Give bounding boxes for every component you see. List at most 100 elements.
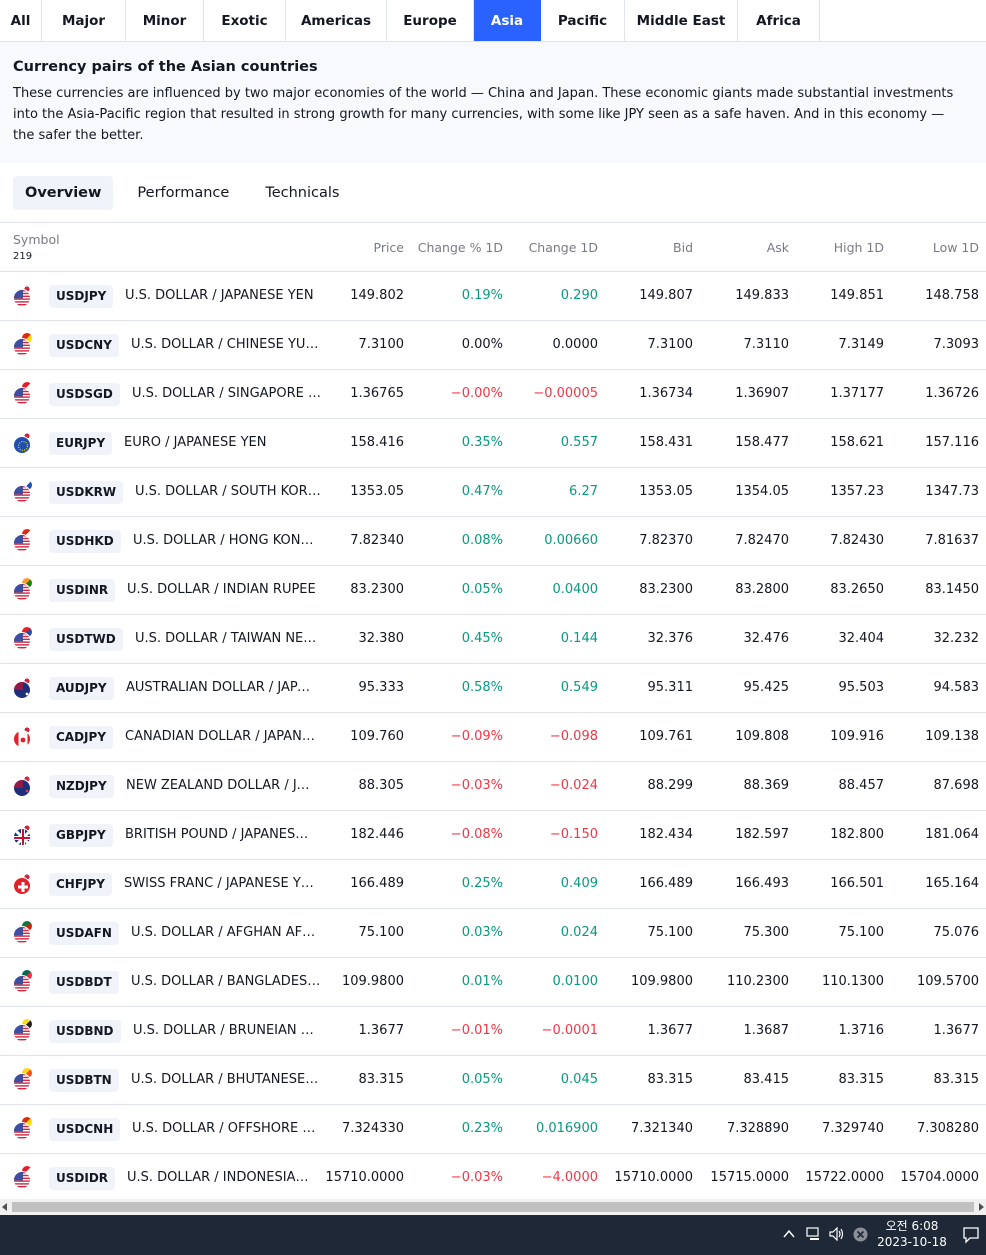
ticker-badge[interactable]: NZDJPY bbox=[49, 775, 114, 798]
scrollbar-thumb[interactable] bbox=[12, 1202, 974, 1212]
low-cell: 94.583 bbox=[933, 680, 980, 695]
low-cell: 1.3677 bbox=[933, 1023, 980, 1038]
network-icon[interactable] bbox=[806, 1227, 822, 1241]
ticker-badge[interactable]: EURJPY bbox=[49, 432, 113, 455]
table-row[interactable]: USDBND U.S. DOLLAR / BRUNEIAN D... 1.3677 −… bbox=[0, 1007, 986, 1056]
ticker-badge[interactable]: USDCNY bbox=[49, 334, 119, 357]
table-row[interactable]: EURJPY EURO / JAPANESE YEN 158.416 0.35% 0.5… bbox=[0, 419, 986, 468]
column-change-pct[interactable]: Change % 1D bbox=[417, 240, 503, 255]
ticker-badge[interactable]: USDCNH bbox=[49, 1118, 121, 1141]
tab-technicals[interactable]: Technicals bbox=[265, 184, 340, 201]
notification-icon[interactable] bbox=[962, 1226, 980, 1244]
region-tab-middle-east[interactable]: Middle East bbox=[625, 0, 738, 41]
column-low[interactable]: Low 1D bbox=[932, 240, 979, 255]
low-cell: 181.064 bbox=[925, 827, 979, 842]
region-tab-americas[interactable]: Americas bbox=[286, 0, 387, 41]
region-tab-asia[interactable]: Asia bbox=[474, 0, 541, 41]
ticker-badge[interactable]: USDBND bbox=[49, 1020, 121, 1043]
region-tab-major[interactable]: Major bbox=[42, 0, 126, 41]
scroll-left-icon[interactable] bbox=[2, 1203, 7, 1211]
high-cell: 75.100 bbox=[838, 925, 885, 940]
column-symbol[interactable]: Symbol bbox=[13, 232, 60, 247]
ask-cell: 149.833 bbox=[735, 288, 789, 303]
change-pct-cell: −0.03% bbox=[450, 1170, 503, 1185]
clock-date: 2023-10-18 bbox=[877, 1235, 947, 1249]
ticker-badge[interactable]: GBPJPY bbox=[49, 824, 113, 847]
ticker-badge[interactable]: AUDJPY bbox=[49, 677, 114, 700]
column-bid[interactable]: Bid bbox=[673, 240, 693, 255]
ticker-badge[interactable]: USDIDR bbox=[49, 1167, 116, 1190]
table-row[interactable]: USDJPY U.S. DOLLAR / JAPANESE YEN 149.802 0… bbox=[0, 272, 986, 321]
ticker-badge[interactable]: CHFJPY bbox=[49, 873, 112, 896]
ask-cell: 83.2800 bbox=[735, 582, 789, 597]
scroll-right-icon[interactable] bbox=[979, 1203, 984, 1211]
table-row[interactable]: USDBDT U.S. DOLLAR / BANGLADESH... 109.980… bbox=[0, 958, 986, 1007]
volume-icon[interactable] bbox=[829, 1227, 845, 1241]
high-cell: 182.800 bbox=[830, 827, 884, 842]
ticker-badge[interactable]: USDKRW bbox=[49, 481, 124, 504]
pair-description: U.S. DOLLAR / INDIAN RUPEE bbox=[127, 582, 316, 597]
table-row[interactable]: USDBTN U.S. DOLLAR / BHUTANESE ... 83.315 0… bbox=[0, 1056, 986, 1105]
region-tab-pacific[interactable]: Pacific bbox=[541, 0, 625, 41]
price-cell: 109.9800 bbox=[341, 974, 404, 989]
chevron-up-icon[interactable] bbox=[783, 1229, 795, 1239]
column-high[interactable]: High 1D bbox=[833, 240, 884, 255]
table-row[interactable]: USDCNH U.S. DOLLAR / OFFSHORE C... 7.32433… bbox=[0, 1105, 986, 1154]
taskbar-clock[interactable]: 오전 6:08 2023-10-18 bbox=[872, 1218, 952, 1250]
high-cell: 158.621 bbox=[830, 435, 884, 450]
change-pct-cell: 0.08% bbox=[461, 533, 503, 548]
price-cell: 7.82340 bbox=[350, 533, 404, 548]
table-row[interactable]: USDTWD U.S. DOLLAR / TAIWAN NEW... 32.380 0… bbox=[0, 615, 986, 664]
table-row[interactable]: GBPJPY BRITISH POUND / JAPANESE ... 182.44… bbox=[0, 811, 986, 860]
price-cell: 15710.0000 bbox=[325, 1170, 404, 1185]
ime-off-icon[interactable] bbox=[853, 1227, 868, 1242]
clock-time: 오전 6:08 bbox=[885, 1219, 939, 1233]
ticker-badge[interactable]: USDHKD bbox=[49, 530, 121, 553]
region-tab-europe[interactable]: Europe bbox=[387, 0, 474, 41]
tab-overview[interactable]: Overview bbox=[13, 175, 114, 210]
column-price[interactable]: Price bbox=[373, 240, 405, 255]
region-tab-all[interactable]: All bbox=[0, 0, 42, 41]
region-tab-africa[interactable]: Africa bbox=[738, 0, 820, 41]
table-row[interactable]: USDHKD U.S. DOLLAR / HONG KONG ... 7.82340… bbox=[0, 517, 986, 566]
pair-description: U.S. DOLLAR / JAPANESE YEN bbox=[125, 288, 314, 303]
table-row[interactable]: CHFJPY SWISS FRANC / JAPANESE YEN 166.489 0… bbox=[0, 860, 986, 909]
ticker-badge[interactable]: USDBTN bbox=[49, 1069, 119, 1092]
pair-description: U.S. DOLLAR / SOUTH KORE... bbox=[135, 484, 325, 499]
price-cell: 75.100 bbox=[358, 925, 405, 940]
ticker-badge[interactable]: USDINR bbox=[49, 579, 116, 602]
audjpy-flag-icon bbox=[13, 675, 33, 699]
bid-cell: 95.311 bbox=[647, 680, 694, 695]
ticker-badge[interactable]: USDTWD bbox=[49, 628, 123, 651]
low-cell: 87.698 bbox=[933, 778, 980, 793]
table-row[interactable]: AUDJPY AUSTRALIAN DOLLAR / JAPA... 95.333 0… bbox=[0, 664, 986, 713]
horizontal-scrollbar[interactable] bbox=[0, 1199, 986, 1215]
pair-description: U.S. DOLLAR / HONG KONG ... bbox=[133, 533, 323, 548]
column-change[interactable]: Change 1D bbox=[528, 240, 598, 255]
table-row[interactable]: USDKRW U.S. DOLLAR / SOUTH KORE... 1353.05… bbox=[0, 468, 986, 517]
ticker-badge[interactable]: CADJPY bbox=[49, 726, 114, 749]
region-tab-exotic[interactable]: Exotic bbox=[204, 0, 286, 41]
price-cell: 166.489 bbox=[350, 876, 404, 891]
table-row[interactable]: CADJPY CANADIAN DOLLAR / JAPANE... 109.760… bbox=[0, 713, 986, 762]
region-tab-minor[interactable]: Minor bbox=[126, 0, 204, 41]
table-row[interactable]: USDINR U.S. DOLLAR / INDIAN RUPEE 83.2300 0… bbox=[0, 566, 986, 615]
usdcnh-flag-icon bbox=[13, 1116, 33, 1140]
pair-description: U.S. DOLLAR / INDONESIAN ... bbox=[127, 1170, 317, 1185]
low-cell: 15704.0000 bbox=[900, 1170, 979, 1185]
ticker-badge[interactable]: USDJPY bbox=[49, 285, 114, 308]
table-row[interactable]: USDSGD U.S. DOLLAR / SINGAPORE D... 1.3676… bbox=[0, 370, 986, 419]
table-row[interactable]: USDIDR U.S. DOLLAR / INDONESIAN ... 15710.… bbox=[0, 1154, 986, 1203]
table-row[interactable]: NZDJPY NEW ZEALAND DOLLAR / JA... 88.305 −0… bbox=[0, 762, 986, 811]
table-row[interactable]: USDCNY U.S. DOLLAR / CHINESE YUAN 7.3100 0.… bbox=[0, 321, 986, 370]
price-cell: 149.802 bbox=[350, 288, 404, 303]
ticker-badge[interactable]: USDBDT bbox=[49, 971, 119, 994]
ticker-badge[interactable]: USDAFN bbox=[49, 922, 119, 945]
description-title: Currency pairs of the Asian countries bbox=[13, 59, 318, 75]
price-cell: 1.36765 bbox=[350, 386, 404, 401]
high-cell: 83.315 bbox=[838, 1072, 885, 1087]
tab-performance[interactable]: Performance bbox=[137, 184, 230, 201]
table-row[interactable]: USDAFN U.S. DOLLAR / AFGHAN AFG... 75.100 0… bbox=[0, 909, 986, 958]
column-ask[interactable]: Ask bbox=[766, 240, 789, 255]
ticker-badge[interactable]: USDSGD bbox=[49, 383, 120, 406]
